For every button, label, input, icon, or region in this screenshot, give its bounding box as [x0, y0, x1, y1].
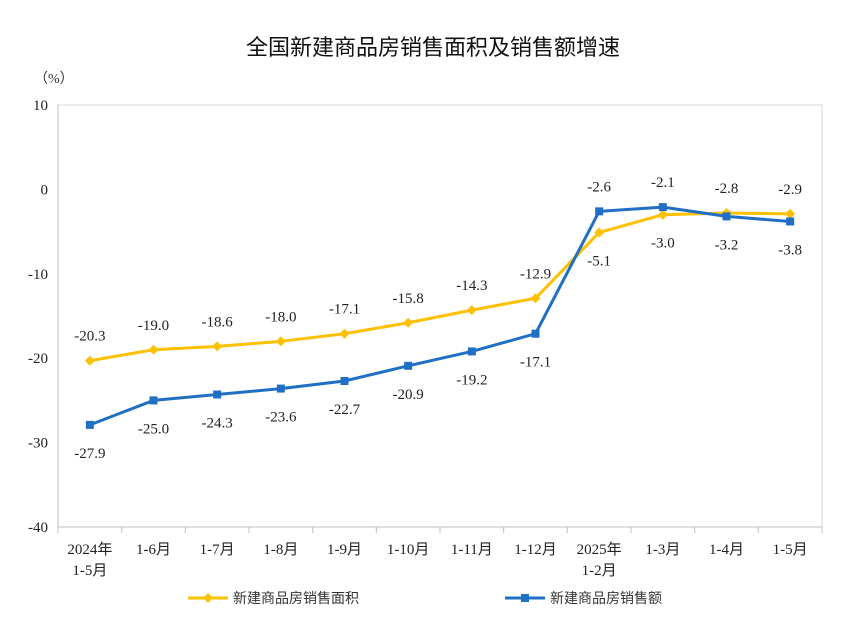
data-point-diamond	[466, 305, 477, 316]
data-label: -19.2	[456, 372, 487, 388]
data-point-square	[658, 203, 667, 212]
x-tick-label: 1-6月	[136, 542, 171, 558]
data-label: -24.3	[202, 415, 233, 431]
x-tick-label: 1-9月	[327, 542, 362, 558]
x-tick-label: 1-12月	[514, 542, 557, 558]
data-label: -23.6	[265, 410, 297, 426]
data-point-square	[531, 329, 540, 338]
x-tick-label: 1-10月	[387, 542, 430, 558]
data-label: -22.7	[329, 402, 361, 418]
data-label: -14.3	[456, 278, 487, 294]
data-label: -18.6	[202, 314, 234, 330]
data-point-square	[340, 376, 349, 385]
data-label: -20.9	[393, 387, 424, 403]
x-tick-label: 1-8月	[263, 542, 298, 558]
data-label: -3.2	[715, 237, 739, 253]
legend-label: 新建商品房销售额	[550, 591, 662, 607]
chart-title: 全国新建商品房销售面积及销售额增速	[245, 36, 620, 61]
legend-label: 新建商品房销售面积	[233, 591, 359, 607]
data-point-diamond	[84, 355, 95, 366]
data-label: -20.3	[74, 329, 105, 345]
x-tick-label: 2025年	[577, 541, 622, 558]
x-tick-label: 1-4月	[709, 542, 744, 558]
data-label: -27.9	[74, 446, 105, 462]
data-label: -18.0	[265, 309, 296, 325]
data-point-diamond	[339, 328, 350, 339]
data-point-square	[276, 384, 285, 393]
data-point-diamond	[212, 341, 223, 352]
data-label: -17.1	[329, 302, 360, 318]
data-label: -12.9	[520, 266, 551, 282]
series-line	[89, 211, 791, 363]
data-point-square	[149, 396, 158, 405]
series-line	[89, 205, 791, 427]
y-tick-label: 0	[41, 182, 49, 198]
data-label: -2.9	[778, 182, 802, 198]
data-point-square	[786, 217, 795, 226]
data-point-square	[595, 207, 604, 216]
y-tick-label: -30	[28, 436, 48, 452]
x-tick-label: 1-5月	[72, 563, 107, 579]
data-label: -15.8	[393, 291, 424, 307]
data-point-square	[404, 361, 413, 370]
x-tick-label: 2024年	[67, 541, 112, 558]
data-point-diamond	[275, 336, 286, 347]
data-point-diamond	[594, 227, 605, 238]
data-point-diamond	[530, 293, 541, 304]
x-tick-label: 1-5月	[773, 542, 808, 558]
data-label: -17.1	[520, 355, 551, 371]
y-tick-label: -10	[28, 267, 48, 283]
legend-marker	[521, 594, 529, 602]
data-point-diamond	[403, 317, 414, 328]
data-label: -2.8	[715, 181, 739, 197]
data-point-diamond	[657, 209, 668, 220]
data-label: -19.0	[138, 318, 169, 334]
y-axis-unit: （%）	[34, 72, 74, 87]
data-label: -5.1	[587, 253, 611, 269]
data-point-square	[85, 420, 94, 429]
data-label: -25.0	[138, 421, 169, 437]
data-label: -3.0	[651, 236, 675, 252]
data-label: -3.8	[778, 242, 802, 258]
y-tick-label: -20	[28, 351, 48, 367]
legend-marker	[203, 593, 213, 603]
data-point-square	[722, 212, 731, 221]
data-point-diamond	[148, 344, 159, 355]
x-tick-label: 1-7月	[200, 542, 235, 558]
data-point-square	[467, 347, 476, 356]
y-tick-label: 10	[33, 98, 48, 114]
data-point-diamond	[785, 208, 796, 219]
data-point-square	[213, 390, 222, 399]
data-label: -2.1	[651, 175, 675, 191]
data-label: -2.6	[587, 179, 611, 195]
x-tick-label: 1-2月	[582, 563, 617, 579]
x-tick-label: 1-11月	[451, 542, 493, 558]
y-tick-label: -40	[28, 520, 48, 536]
x-tick-label: 1-3月	[645, 542, 680, 558]
